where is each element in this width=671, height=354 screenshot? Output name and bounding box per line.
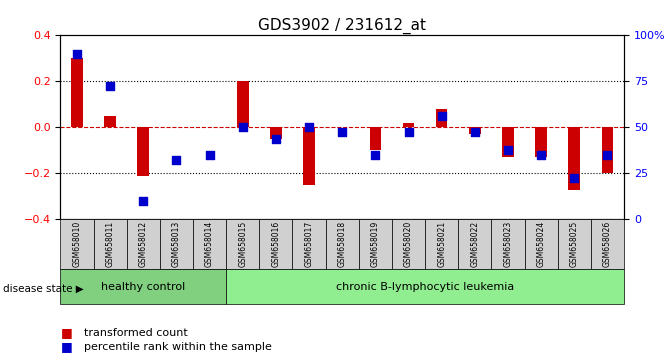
Text: GSM658016: GSM658016 <box>271 221 280 267</box>
Bar <box>436 109 448 127</box>
Text: GSM658023: GSM658023 <box>503 221 513 267</box>
Text: ■: ■ <box>60 341 72 353</box>
Text: GSM658022: GSM658022 <box>470 221 479 267</box>
Bar <box>237 81 248 127</box>
Text: GSM658011: GSM658011 <box>105 221 115 267</box>
Text: GSM658020: GSM658020 <box>404 221 413 267</box>
FancyBboxPatch shape <box>525 219 558 269</box>
Point <box>436 113 447 119</box>
Text: ■: ■ <box>60 326 72 339</box>
Text: transformed count: transformed count <box>84 328 188 338</box>
FancyBboxPatch shape <box>325 219 359 269</box>
Text: disease state ▶: disease state ▶ <box>3 284 84 293</box>
Text: GSM658019: GSM658019 <box>371 221 380 267</box>
Text: GSM658010: GSM658010 <box>72 221 81 267</box>
FancyBboxPatch shape <box>458 219 491 269</box>
Point <box>105 83 115 89</box>
Bar <box>270 127 282 139</box>
Bar <box>403 123 414 127</box>
Bar <box>370 127 381 150</box>
Bar <box>71 58 83 127</box>
Point <box>171 157 182 162</box>
Point <box>138 198 149 204</box>
Text: GSM658014: GSM658014 <box>205 221 214 267</box>
FancyBboxPatch shape <box>293 219 325 269</box>
Point <box>337 129 348 135</box>
Text: chronic B-lymphocytic leukemia: chronic B-lymphocytic leukemia <box>336 282 514 292</box>
Text: GSM658017: GSM658017 <box>305 221 313 267</box>
Point <box>470 129 480 135</box>
FancyBboxPatch shape <box>425 219 458 269</box>
Bar <box>535 127 547 157</box>
Point <box>270 136 281 142</box>
Point <box>72 51 83 57</box>
Point <box>204 152 215 158</box>
Title: GDS3902 / 231612_at: GDS3902 / 231612_at <box>258 18 426 34</box>
FancyBboxPatch shape <box>160 219 193 269</box>
FancyBboxPatch shape <box>491 219 525 269</box>
Bar <box>303 127 315 185</box>
FancyBboxPatch shape <box>226 219 259 269</box>
FancyBboxPatch shape <box>60 219 93 269</box>
Text: percentile rank within the sample: percentile rank within the sample <box>84 342 272 352</box>
FancyBboxPatch shape <box>127 219 160 269</box>
FancyBboxPatch shape <box>93 219 127 269</box>
FancyBboxPatch shape <box>226 269 624 304</box>
Text: GSM658018: GSM658018 <box>338 221 347 267</box>
FancyBboxPatch shape <box>392 219 425 269</box>
Text: GSM658015: GSM658015 <box>238 221 247 267</box>
Point <box>370 152 380 158</box>
Text: GSM658021: GSM658021 <box>437 221 446 267</box>
FancyBboxPatch shape <box>359 219 392 269</box>
Point <box>535 152 546 158</box>
Bar <box>104 116 116 127</box>
Text: GSM658012: GSM658012 <box>139 221 148 267</box>
Bar <box>568 127 580 190</box>
Bar <box>602 127 613 173</box>
FancyBboxPatch shape <box>558 219 591 269</box>
Text: GSM658024: GSM658024 <box>537 221 546 267</box>
Bar <box>502 127 514 157</box>
Text: GSM658013: GSM658013 <box>172 221 181 267</box>
Point <box>602 152 613 158</box>
Text: GSM658025: GSM658025 <box>570 221 579 267</box>
Point <box>403 129 414 135</box>
Point <box>238 125 248 130</box>
Point <box>569 175 580 181</box>
FancyBboxPatch shape <box>591 219 624 269</box>
Text: healthy control: healthy control <box>101 282 185 292</box>
Point <box>503 148 513 153</box>
Text: GSM658026: GSM658026 <box>603 221 612 267</box>
Point <box>304 125 315 130</box>
FancyBboxPatch shape <box>193 219 226 269</box>
FancyBboxPatch shape <box>259 219 293 269</box>
FancyBboxPatch shape <box>60 269 226 304</box>
Bar <box>469 127 480 134</box>
Bar <box>138 127 149 176</box>
